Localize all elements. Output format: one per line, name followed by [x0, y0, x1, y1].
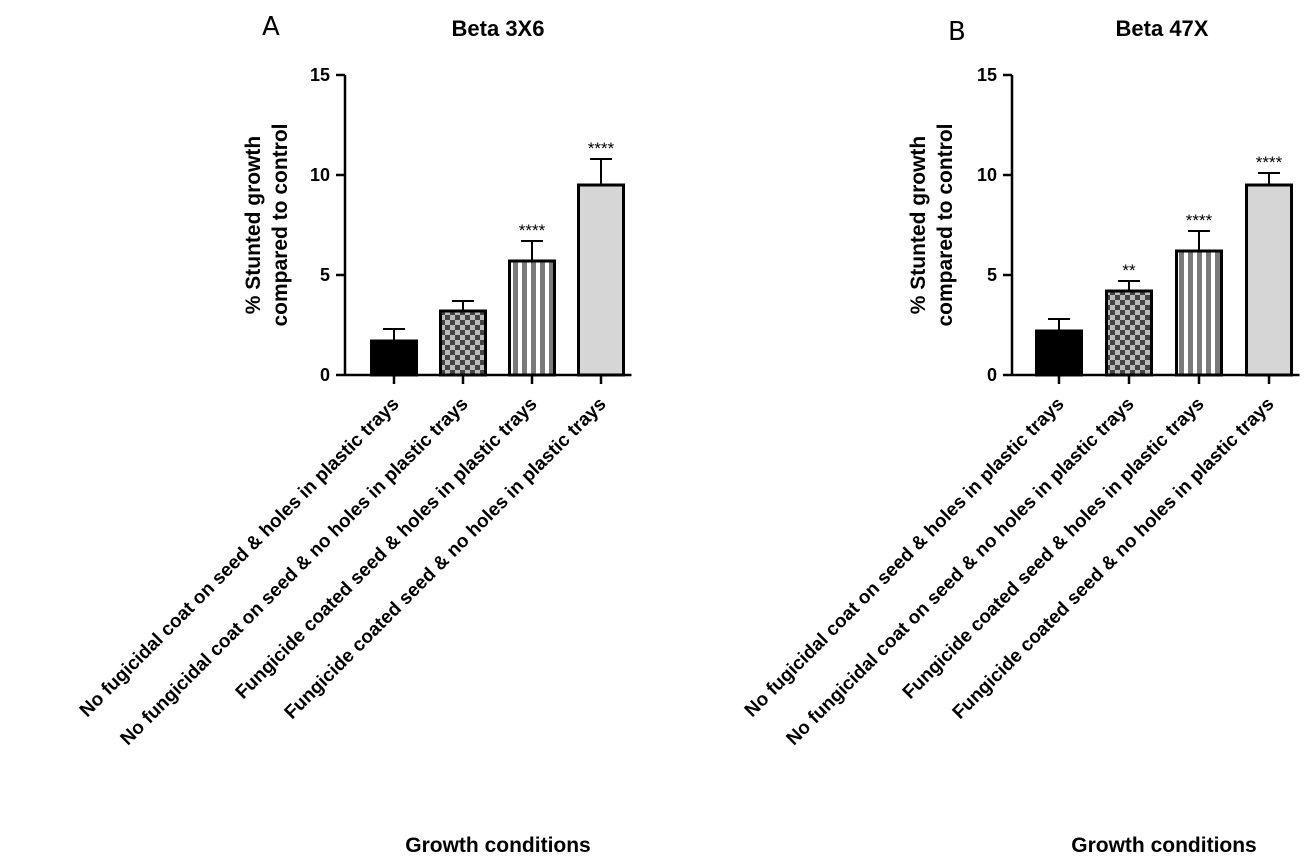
- x-axis-title: Growth conditions: [1071, 834, 1256, 857]
- category-label: Fungicide coated seed & holes in plastic…: [232, 394, 542, 704]
- significance-label: **: [1122, 261, 1136, 280]
- y-tick-label: 15: [310, 65, 330, 85]
- bar: [1175, 249, 1223, 377]
- y-tick-label: 0: [987, 365, 997, 385]
- significance-label: ****: [519, 221, 546, 240]
- significance-label: ****: [1256, 153, 1283, 172]
- y-axis-title: % Stunted growth compared to control: [242, 123, 292, 326]
- category-label: No fugicidal coat on seed & holes in pla…: [76, 394, 404, 722]
- panel-letter: B: [948, 17, 966, 47]
- bar: [1245, 183, 1293, 377]
- bar: [439, 309, 487, 377]
- y-axis-title: % Stunted growth compared to control: [907, 123, 957, 326]
- category-label: No fugicidal coat on seed & holes in pla…: [741, 394, 1069, 722]
- y-tick-label: 5: [987, 265, 997, 285]
- x-axis-title: Growth conditions: [405, 834, 590, 857]
- significance-label: ****: [588, 139, 615, 158]
- y-tick-label: 5: [320, 265, 330, 285]
- y-tick-label: 15: [977, 65, 997, 85]
- y-axis-title-line-2: compared to control: [934, 123, 957, 326]
- plot-area: 0 5 10 15 No fugicidal coat on seed & holes …: [741, 65, 1300, 750]
- bar: [1105, 289, 1153, 377]
- y-axis-title-line-1: % Stunted growth: [242, 136, 265, 314]
- significance-label: ****: [1186, 211, 1213, 230]
- y-tick-label: 10: [310, 165, 330, 185]
- panel-b: B Beta 47X % Stunted growth compared to …: [741, 16, 1300, 857]
- chart-title: Beta 3X6: [452, 16, 545, 41]
- y-tick-label: 0: [320, 365, 330, 385]
- y-axis-title-line-1: % Stunted growth: [907, 136, 930, 314]
- bar: [508, 259, 556, 377]
- bar: [1035, 329, 1083, 377]
- category-label: Fungicide coated seed & holes in plastic…: [899, 394, 1209, 704]
- y-axis-title-line-2: compared to control: [269, 123, 292, 326]
- bar: [577, 183, 625, 377]
- bar: [370, 339, 418, 377]
- panel-letter: A: [262, 12, 280, 42]
- y-tick-label: 10: [977, 165, 997, 185]
- chart-title: Beta 47X: [1116, 16, 1209, 41]
- plot-area: 0 5 10 15 No fugicidal coat on seed & holes …: [76, 65, 632, 750]
- panel-a: A Beta 3X6 % Stunted growth compared to …: [76, 12, 632, 857]
- category-label: Fungicide coated seed & no holes in plas…: [949, 394, 1279, 724]
- category-label: Fungicide coated seed & no holes in plas…: [281, 394, 611, 724]
